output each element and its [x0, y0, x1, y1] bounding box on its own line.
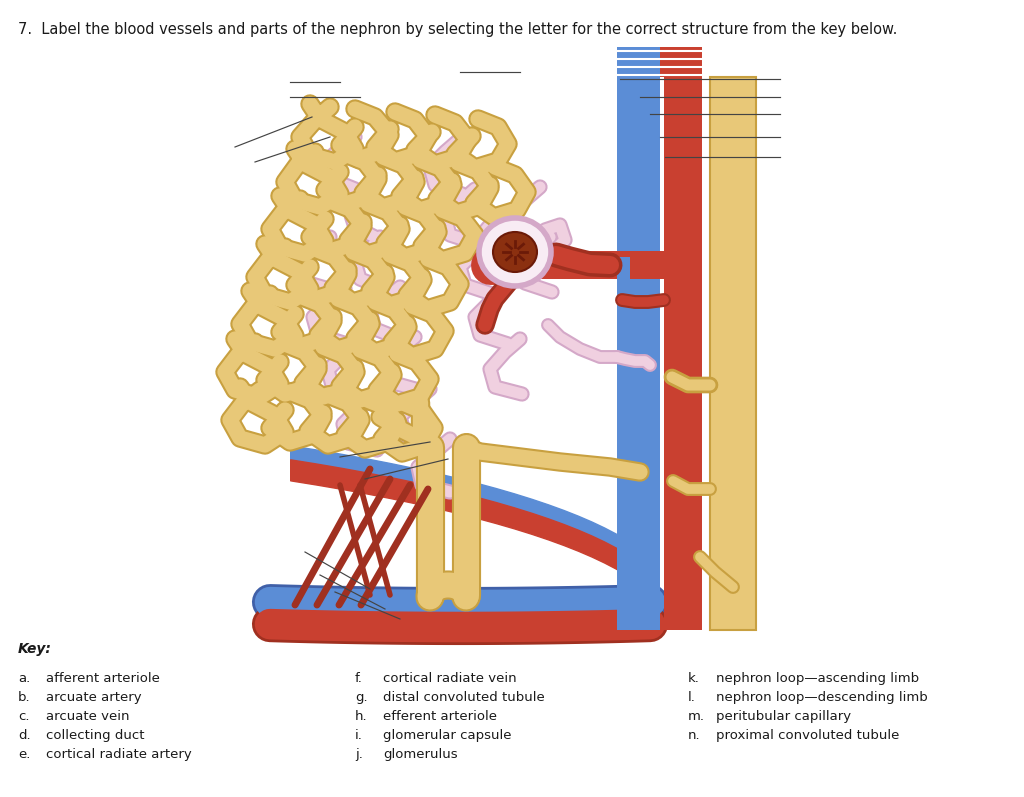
Polygon shape — [617, 257, 630, 307]
Text: cortical radiate vein: cortical radiate vein — [383, 672, 517, 685]
Polygon shape — [660, 47, 702, 77]
Text: e.: e. — [18, 748, 31, 761]
Text: glomerular capsule: glomerular capsule — [383, 729, 512, 742]
Text: arcuate artery: arcuate artery — [46, 691, 141, 704]
Text: b.: b. — [18, 691, 31, 704]
Text: d.: d. — [18, 729, 31, 742]
Text: h.: h. — [355, 710, 368, 723]
Text: cortical radiate artery: cortical radiate artery — [46, 748, 191, 761]
Text: proximal convoluted tubule: proximal convoluted tubule — [716, 729, 899, 742]
Polygon shape — [664, 77, 702, 630]
Text: c.: c. — [18, 710, 30, 723]
Text: Key:: Key: — [18, 642, 52, 656]
Polygon shape — [617, 77, 660, 630]
Text: collecting duct: collecting duct — [46, 729, 144, 742]
Text: nephron loop—ascending limb: nephron loop—ascending limb — [716, 672, 920, 685]
Ellipse shape — [479, 218, 551, 286]
Text: l.: l. — [688, 691, 696, 704]
Text: 7.  Label the blood vessels and parts of the nephron by selecting the letter for: 7. Label the blood vessels and parts of … — [18, 22, 897, 37]
Text: f.: f. — [355, 672, 362, 685]
Text: efferent arteriole: efferent arteriole — [383, 710, 497, 723]
Text: nephron loop—descending limb: nephron loop—descending limb — [716, 691, 928, 704]
Text: j.: j. — [355, 748, 362, 761]
Polygon shape — [490, 251, 664, 279]
Ellipse shape — [493, 232, 537, 272]
Text: n.: n. — [688, 729, 700, 742]
Text: k.: k. — [688, 672, 699, 685]
Text: a.: a. — [18, 672, 31, 685]
Text: distal convoluted tubule: distal convoluted tubule — [383, 691, 545, 704]
Text: arcuate vein: arcuate vein — [46, 710, 129, 723]
Polygon shape — [617, 47, 660, 77]
Text: m.: m. — [688, 710, 705, 723]
Text: afferent arteriole: afferent arteriole — [46, 672, 160, 685]
Text: glomerulus: glomerulus — [383, 748, 458, 761]
Text: i.: i. — [355, 729, 362, 742]
Polygon shape — [710, 77, 756, 630]
Text: g.: g. — [355, 691, 368, 704]
Text: peritubular capillary: peritubular capillary — [716, 710, 851, 723]
